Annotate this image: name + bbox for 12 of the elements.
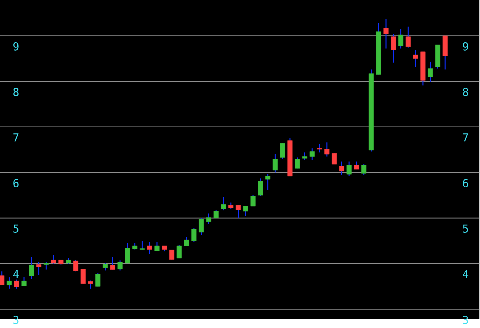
- y2-tick-label: 8: [463, 88, 468, 97]
- y-tick-label: 5: [14, 225, 19, 234]
- y2-tick-label: 9: [463, 42, 468, 52]
- y-tick-label: 4: [13, 270, 19, 279]
- y2-tick-label: 5: [463, 225, 468, 234]
- y-tick-label: 9: [14, 42, 19, 52]
- y-tick-label: 6: [14, 179, 19, 188]
- y-tick-label: 7: [14, 134, 19, 142]
- y-tick-label: 8: [14, 88, 19, 97]
- y2-tick-label: 6: [463, 179, 468, 188]
- y2-tick-label: 4: [463, 270, 469, 279]
- y2-tick-label: 7: [463, 134, 468, 142]
